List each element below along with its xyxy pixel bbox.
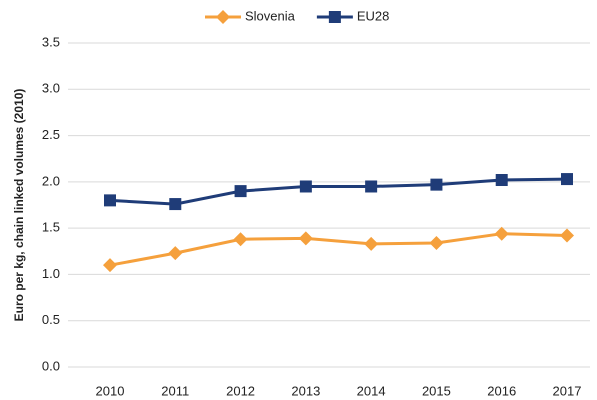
point	[169, 198, 182, 211]
y-tick-label: 2.0	[42, 173, 60, 188]
x-tick-label: 2015	[422, 383, 451, 398]
y-tick-label: 1.5	[42, 220, 60, 235]
point	[560, 228, 574, 243]
legend-label: Slovenia	[245, 8, 296, 23]
point	[430, 178, 443, 191]
y-tick-label: 1.0	[42, 266, 60, 281]
point	[103, 258, 117, 273]
point	[233, 232, 248, 247]
legend-label: EU28	[357, 8, 390, 23]
series-line	[109, 177, 568, 206]
legend-marker	[328, 11, 341, 23]
point	[298, 231, 313, 246]
y-tick-label: 2.5	[42, 127, 60, 142]
point	[561, 173, 573, 186]
y-tick-label: 0.5	[42, 312, 60, 327]
x-tick-label: 2014	[357, 383, 386, 398]
series-line	[109, 232, 568, 267]
y-axis-label: Euro per kg, chain linked volumes (2010)	[12, 89, 26, 322]
point	[495, 174, 508, 187]
point	[168, 246, 183, 261]
point	[365, 180, 378, 193]
x-tick-label: 2013	[291, 383, 320, 398]
x-tick-label: 2011	[161, 383, 189, 398]
x-tick-label: 2012	[226, 383, 255, 398]
point	[494, 226, 509, 241]
y-tick-label: 3.0	[42, 81, 60, 96]
x-tick-label: 2017	[553, 383, 582, 398]
x-tick-label: 2010	[96, 383, 125, 398]
point	[104, 194, 116, 207]
y-tick-label: 0.0	[42, 358, 60, 373]
legend-marker	[216, 10, 230, 24]
point	[429, 235, 444, 250]
point	[364, 236, 379, 251]
x-tick-label: 2016	[487, 383, 516, 398]
point	[299, 180, 312, 193]
point	[234, 185, 247, 198]
y-tick-label: 3.5	[42, 34, 60, 49]
